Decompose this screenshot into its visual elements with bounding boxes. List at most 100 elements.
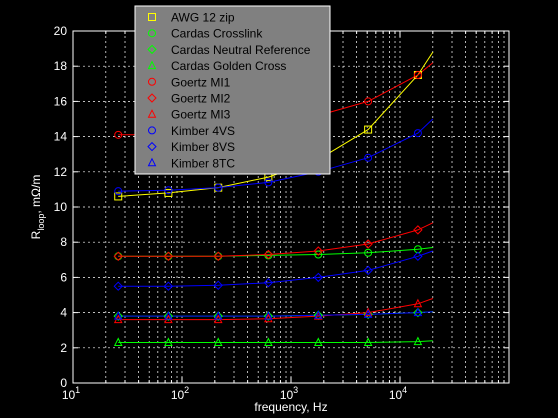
y-axis-label: Rloop, mΩ/m: [29, 175, 46, 240]
y-tick-label: 8: [60, 235, 67, 249]
series-line: [118, 298, 433, 321]
legend-marker: [147, 109, 157, 118]
data-point: [314, 250, 323, 259]
data-point: [413, 298, 423, 308]
data-point: [164, 311, 173, 320]
data-point: [413, 71, 422, 79]
data-point: [113, 311, 123, 320]
data-point: [363, 309, 373, 318]
data-point: [313, 310, 323, 319]
data-point: [363, 239, 373, 249]
data-point: [413, 336, 423, 346]
legend: AWG 12 zip Cardas Crosslink Cardas Neutral…: [134, 5, 331, 175]
legend-marker: [148, 126, 156, 135]
y-tick-label: 20: [54, 24, 68, 38]
data-point: [364, 153, 373, 162]
grid-lines: [73, 31, 509, 383]
data-point: [313, 246, 324, 256]
legend-label: Goertz MI2: [171, 92, 231, 106]
series-line: [118, 118, 434, 192]
data-point: [413, 307, 423, 317]
data-point: [164, 186, 173, 195]
data-point: [113, 337, 123, 347]
legend-label: Kimber 8TC: [171, 156, 235, 170]
data-point: [213, 251, 223, 261]
legend-marker: [147, 60, 157, 70]
data-point: [213, 311, 223, 321]
data-point: [113, 281, 123, 291]
series-line: [118, 340, 433, 343]
data-point: [313, 272, 324, 283]
data-point: [113, 311, 123, 321]
legend-label: Cardas Golden Cross: [171, 59, 286, 73]
legend-label: Cardas Crosslink: [171, 27, 263, 41]
legend-label: Goertz MI1: [171, 75, 231, 89]
data-point: [213, 280, 223, 291]
y-tick-label: 14: [54, 130, 68, 144]
y-tick-label: 18: [54, 59, 68, 73]
data-point: [413, 129, 422, 138]
data-point: [263, 249, 274, 260]
legend-marker: [148, 29, 156, 38]
data-point: [163, 281, 174, 291]
data-point: [213, 311, 223, 320]
data-point: [264, 313, 273, 323]
data-point: [363, 307, 373, 317]
data-point: [214, 183, 223, 192]
series-line: [118, 222, 434, 257]
legend-label: Kimber 8VS: [171, 140, 235, 154]
y-tick-label: 4: [60, 306, 67, 320]
data-point: [264, 178, 273, 187]
legend-box: [134, 5, 331, 175]
x-tick-label: 102: [171, 385, 189, 402]
data-point: [264, 337, 273, 347]
y-tick-label: 6: [60, 270, 67, 284]
x-tick-label: 101: [62, 385, 80, 402]
y-axis-label-rest: , mΩ/m: [29, 175, 43, 214]
data-point: [413, 225, 423, 235]
data-point: [114, 130, 123, 139]
legend-marker: [147, 141, 157, 152]
data-point: [263, 277, 274, 288]
legend-label: Kimber 4VS: [171, 124, 235, 138]
legend-marker: [147, 157, 157, 167]
data-point: [313, 337, 323, 347]
data-point: [364, 248, 373, 257]
legend-marker: [148, 77, 156, 86]
data-point: [413, 307, 423, 318]
data-point: [364, 97, 373, 106]
legend-label: Cardas Neutral Reference: [171, 43, 311, 57]
y-axis-label-main: R: [29, 230, 43, 239]
data-point: [113, 251, 123, 261]
y-tick-label: 16: [54, 94, 68, 108]
data-point: [114, 187, 123, 196]
legend-marker: [147, 93, 157, 103]
legend-marker: [148, 13, 156, 21]
data-point: [163, 311, 174, 321]
data-point: [114, 192, 123, 201]
data-point: [363, 337, 373, 347]
data-point: [164, 337, 173, 347]
x-tick-label: 104: [389, 385, 407, 402]
y-tick-label: 2: [60, 341, 67, 355]
y-tick-label: 10: [54, 200, 68, 214]
data-point: [164, 188, 173, 197]
data-point: [213, 337, 223, 347]
x-axis-label: frequency, Hz: [254, 400, 327, 414]
legend-marker: [147, 44, 157, 55]
data-point: [413, 251, 423, 261]
data-point: [363, 265, 373, 276]
tick-labels: 0 2 4 6 8 10 12 14 16 18 20 101 102 103 104: [54, 24, 408, 402]
data-point: [364, 125, 373, 134]
y-axis-label-sub: loop: [36, 214, 46, 231]
data-point: [264, 311, 273, 320]
series-line: [118, 250, 433, 287]
data-point: [163, 251, 174, 261]
y-tick-label: 0: [60, 376, 67, 390]
x-tick-label: 103: [280, 385, 298, 402]
y-tick-label: 12: [54, 165, 68, 179]
series-line: [118, 311, 433, 317]
data-point: [263, 311, 274, 321]
legend-label: Goertz MI3: [171, 108, 231, 122]
